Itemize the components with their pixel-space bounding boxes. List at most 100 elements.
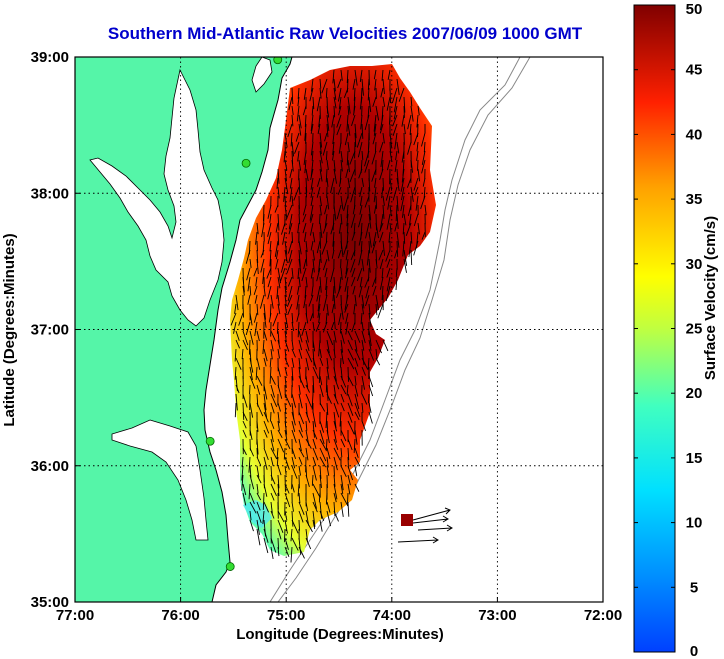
velocity-vector [403, 123, 406, 135]
velocity-vector [242, 303, 244, 318]
velocity-vector [276, 447, 279, 460]
velocity-vector [325, 276, 328, 290]
velocity-vector [347, 474, 351, 486]
velocity-vector [277, 186, 280, 199]
velocity-vector [405, 222, 412, 236]
velocity-vector [343, 87, 349, 98]
velocity-vectors [230, 69, 427, 563]
velocity-vector [284, 519, 288, 534]
velocity-vector [347, 411, 353, 423]
velocity-vector [391, 87, 398, 104]
velocity-vector [296, 312, 300, 322]
velocity-vector [367, 357, 370, 370]
velocity-vector [361, 258, 365, 272]
velocity-vector [326, 501, 331, 513]
velocity-vector [368, 375, 374, 388]
velocity-vector [291, 501, 294, 512]
velocity-vector [280, 267, 286, 282]
velocity-vector [319, 474, 322, 488]
velocity-vector [248, 339, 251, 355]
velocity-vector [358, 231, 363, 246]
velocity-vector [339, 177, 342, 187]
velocity-vector [270, 447, 278, 460]
velocity-vector [269, 357, 272, 368]
velocity-vector [288, 96, 293, 111]
velocity-vector [249, 402, 254, 418]
velocity-vector [322, 294, 328, 311]
velocity-vector [415, 195, 419, 211]
velocity-vector [396, 231, 400, 248]
velocity-vector [294, 141, 300, 154]
velocity-vector [336, 114, 342, 128]
velocity-vector [269, 366, 272, 384]
velocity-vector [316, 177, 321, 187]
velocity-vector [318, 258, 321, 273]
velocity-vector [291, 519, 299, 534]
velocity-vector [340, 447, 343, 458]
velocity-vector [420, 195, 426, 209]
velocity-vector [358, 249, 363, 266]
velocity-vector [361, 78, 364, 96]
velocity-vector [289, 186, 293, 202]
velocity-vector [235, 384, 240, 394]
velocity-vector [354, 348, 361, 361]
velocity-vector [340, 474, 344, 491]
velocity-vector [302, 105, 307, 116]
velocity-vector [298, 258, 302, 274]
velocity-vector [393, 105, 398, 120]
velocity-vector [333, 492, 337, 503]
velocity-vector [346, 69, 349, 84]
velocity-vector [269, 240, 272, 252]
velocity-vector [322, 141, 328, 156]
velocity-vector [284, 177, 289, 195]
velocity-vector [344, 276, 349, 292]
outlier-cell [401, 514, 413, 526]
y-tick-label: 35:00 [31, 594, 69, 611]
velocity-vector [396, 177, 400, 192]
velocity-vector [366, 249, 370, 266]
velocity-vector [403, 96, 406, 113]
velocity-vector [400, 186, 405, 201]
velocity-vector [322, 321, 328, 333]
velocity-vector [305, 474, 310, 487]
velocity-vector [345, 168, 349, 179]
velocity-vector [298, 393, 303, 409]
velocity-vector [333, 294, 336, 310]
velocity-vector [347, 420, 355, 435]
velocity-vector [291, 429, 297, 443]
velocity-vector [395, 276, 398, 291]
velocity-vector [375, 222, 379, 239]
velocity-vector [263, 447, 269, 461]
velocity-vector [410, 96, 413, 107]
velocity-vector [350, 186, 356, 203]
velocity-vector [400, 195, 405, 212]
velocity-vector [318, 339, 321, 357]
velocity-vector [312, 483, 320, 497]
velocity-vector [298, 177, 301, 195]
velocity-vector [345, 258, 349, 275]
velocity-vector [406, 177, 412, 188]
velocity-vector [247, 294, 251, 305]
velocity-vector [386, 267, 391, 278]
velocity-vector [270, 402, 275, 414]
velocity-vector [382, 132, 385, 144]
velocity-vector [270, 420, 275, 430]
velocity-vector [338, 222, 342, 234]
velocity-vector [291, 465, 298, 479]
velocity-vector [416, 141, 419, 152]
velocity-vector [310, 78, 314, 92]
velocity-vector [256, 456, 262, 466]
velocity-vector [281, 222, 286, 235]
velocity-vector [403, 213, 407, 226]
velocity-vector [413, 132, 419, 146]
velocity-vector [284, 330, 287, 342]
velocity-vector [249, 429, 253, 440]
velocity-vector [379, 168, 384, 181]
velocity-vector [277, 366, 281, 377]
station-marker [205, 436, 215, 446]
velocity-vector [277, 330, 280, 344]
velocity-vector [354, 447, 359, 458]
velocity-vector [277, 231, 280, 246]
velocity-vector [345, 312, 349, 324]
velocity-vector [280, 258, 286, 273]
